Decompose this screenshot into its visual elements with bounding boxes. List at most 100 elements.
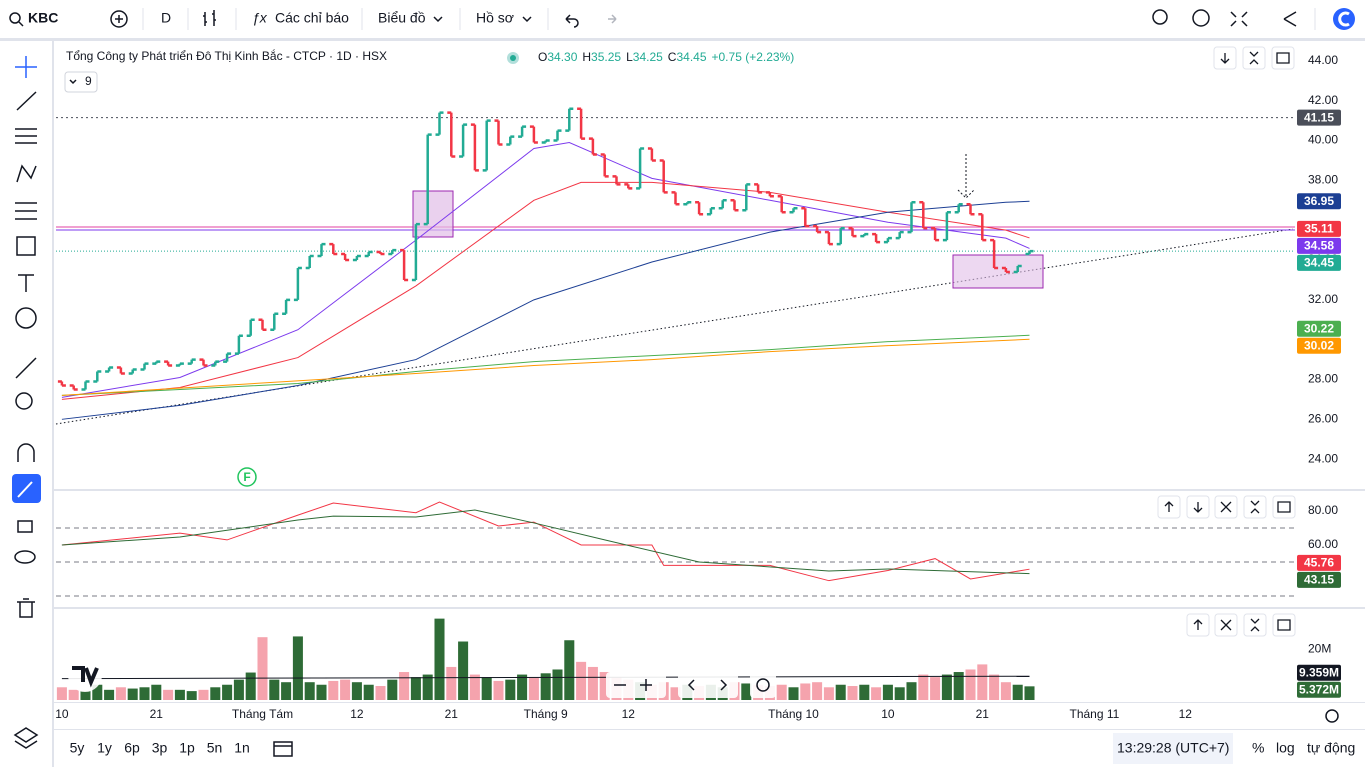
range-button[interactable]: 1y bbox=[97, 740, 112, 756]
price-bar bbox=[81, 380, 90, 391]
scroll-icons bbox=[687, 679, 728, 691]
magnet-tool[interactable] bbox=[17, 443, 35, 462]
redo[interactable] bbox=[608, 14, 617, 24]
lock-tool[interactable] bbox=[17, 520, 33, 533]
price-bar bbox=[164, 360, 173, 367]
zoom-buttons[interactable] bbox=[606, 672, 666, 698]
range-button[interactable]: 5n bbox=[207, 740, 223, 756]
cursor-tool[interactable] bbox=[15, 56, 37, 78]
fx-icon[interactable]: ƒx bbox=[252, 10, 268, 26]
interval[interactable]: D bbox=[161, 10, 171, 26]
auto-toggle[interactable]: tự động bbox=[1307, 740, 1355, 756]
pane-button[interactable] bbox=[1243, 495, 1267, 519]
price-bar bbox=[636, 147, 645, 190]
logo-c bbox=[1338, 11, 1350, 27]
left-border bbox=[52, 41, 54, 767]
price-bar bbox=[152, 360, 161, 365]
y-tick-label: 38.00 bbox=[1308, 173, 1338, 187]
price-bar bbox=[494, 119, 503, 146]
indicator-toggle[interactable] bbox=[64, 71, 98, 93]
price-bar bbox=[931, 226, 940, 242]
undo[interactable] bbox=[565, 14, 579, 28]
zoom-tool[interactable] bbox=[15, 392, 33, 410]
ohlc-value: 34.25 bbox=[633, 50, 663, 64]
scroll-buttons[interactable] bbox=[678, 672, 738, 698]
pattern-tool[interactable] bbox=[16, 164, 37, 183]
axis-settings[interactable] bbox=[1325, 709, 1339, 723]
price-bar bbox=[258, 318, 267, 331]
volume-bar bbox=[918, 674, 929, 700]
chart-menu[interactable]: Biểu đồ bbox=[378, 10, 426, 26]
pane-button[interactable] bbox=[1243, 613, 1267, 637]
range-button[interactable]: 1n bbox=[234, 740, 250, 756]
percent-toggle[interactable]: % bbox=[1252, 740, 1264, 756]
x-tick-label: 10 bbox=[881, 707, 895, 721]
settings[interactable] bbox=[1192, 9, 1210, 27]
clock: 13:29:28 (UTC+7) bbox=[1117, 740, 1229, 756]
pane-button[interactable] bbox=[1242, 46, 1266, 70]
price-bar bbox=[506, 135, 515, 146]
indicators[interactable]: Các chỉ báo bbox=[275, 10, 349, 26]
x-tick-label: 21 bbox=[150, 707, 164, 721]
price-bar bbox=[718, 199, 727, 210]
pane-button[interactable] bbox=[1272, 495, 1296, 519]
layers[interactable] bbox=[13, 727, 39, 749]
range-button[interactable]: 3p bbox=[152, 740, 168, 756]
share[interactable] bbox=[1283, 11, 1297, 27]
price-bar bbox=[1001, 266, 1010, 274]
volume-bar bbox=[564, 640, 575, 700]
ruler-tool[interactable] bbox=[15, 357, 37, 379]
y-tick-label: 32.00 bbox=[1308, 292, 1338, 306]
volume-bar bbox=[882, 684, 893, 700]
logo[interactable] bbox=[1333, 8, 1355, 30]
range-button[interactable]: 6p bbox=[124, 740, 140, 756]
ohlc-value: 34.45 bbox=[676, 50, 706, 64]
visibility-tool[interactable] bbox=[14, 550, 36, 564]
pane-button[interactable] bbox=[1272, 613, 1296, 637]
reset-button[interactable] bbox=[750, 672, 776, 698]
price-bar bbox=[246, 318, 255, 337]
add-symbol[interactable] bbox=[110, 10, 128, 28]
footer-border bbox=[54, 729, 1365, 730]
price-bar bbox=[270, 312, 279, 331]
trash-tool[interactable] bbox=[17, 598, 35, 618]
ohlc-change: +0.75 (+2.23%) bbox=[712, 50, 795, 64]
volume-bar bbox=[434, 618, 445, 700]
price-bar bbox=[730, 199, 739, 212]
event-marker[interactable] bbox=[237, 467, 257, 487]
search-icon[interactable] bbox=[9, 12, 21, 24]
text-tool[interactable] bbox=[18, 274, 34, 292]
range-button[interactable]: 5y bbox=[70, 740, 85, 756]
chevron bbox=[433, 16, 443, 23]
projection-tool[interactable] bbox=[15, 202, 37, 220]
pane-button[interactable] bbox=[1271, 46, 1295, 70]
ohlc-value: 35.25 bbox=[591, 50, 621, 64]
price-bar bbox=[423, 133, 432, 226]
range-button[interactable]: 1p bbox=[179, 740, 195, 756]
symbol[interactable]: KBC bbox=[28, 10, 58, 26]
price-bar bbox=[612, 175, 621, 186]
x-tick-label: Tháng Tám bbox=[232, 707, 293, 721]
replay[interactable] bbox=[1152, 9, 1168, 25]
fib-tool[interactable] bbox=[15, 128, 37, 144]
log-toggle[interactable]: log bbox=[1276, 740, 1295, 756]
indicator-line bbox=[61, 334, 1030, 396]
box-drawing bbox=[952, 254, 1044, 289]
price-bar bbox=[577, 107, 586, 140]
pane-button-icon bbox=[1164, 501, 1174, 512]
shape-tool[interactable] bbox=[16, 236, 36, 256]
ohlc-key: L bbox=[626, 50, 633, 64]
line-tool[interactable] bbox=[16, 91, 37, 111]
emoji-tool[interactable] bbox=[15, 307, 37, 329]
price-bar bbox=[777, 195, 786, 214]
date-range-icon[interactable] bbox=[273, 741, 293, 757]
fullscreen[interactable] bbox=[1230, 11, 1248, 27]
profile[interactable]: Hồ sơ bbox=[476, 10, 514, 26]
price-bar bbox=[942, 210, 951, 242]
volume-bar bbox=[776, 684, 787, 700]
pane-button-icon bbox=[1193, 619, 1203, 630]
volume-bar bbox=[363, 684, 374, 700]
volume-bar bbox=[269, 679, 280, 700]
bar-style-icon[interactable] bbox=[203, 10, 216, 26]
